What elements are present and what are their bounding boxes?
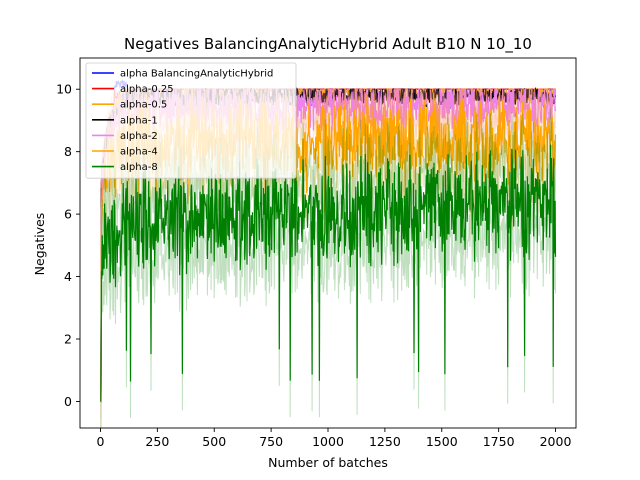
x-tick-label: 750 [259,434,283,449]
legend-label: alpha-0.5 [120,100,167,111]
legend-label: alpha-1 [120,115,158,126]
x-tick-label: 500 [202,434,226,449]
x-axis-title: Number of batches [268,455,388,470]
y-axis: 0 2 4 6 8 10 [56,82,80,409]
x-tick-label: 1500 [426,434,458,449]
y-tick-label: 0 [64,394,72,409]
y-tick-label: 6 [64,207,72,222]
x-tick-label: 1750 [483,434,515,449]
series-line-alpha-8 [100,144,557,403]
x-axis: 0 250 500 750 1000 1250 1500 1750 2000 [97,428,572,449]
x-tick-label: 0 [97,434,105,449]
y-tick-label: 8 [64,144,72,159]
legend-label: alpha-4 [120,147,158,158]
legend-box [85,62,297,179]
y-tick-label: 4 [64,269,72,284]
x-tick-label: 2000 [540,434,572,449]
x-tick-label: 1250 [369,434,401,449]
legend-label: alpha BalancingAnalyticHybrid [120,69,273,80]
legend-label: alpha-2 [120,131,158,142]
y-axis-title: Negatives [32,213,47,276]
legend-label: alpha-8 [120,162,158,173]
legend-label: alpha-0.25 [120,84,174,95]
y-tick-label: 2 [64,332,72,347]
x-tick-label: 1000 [312,434,344,449]
legend: alpha BalancingAnalyticHybrid alpha-0.25 a… [85,62,297,179]
x-tick-label: 250 [145,434,169,449]
y-tick-label: 10 [56,82,72,97]
chart-title: Negatives BalancingAnalyticHybrid Adult … [124,35,532,54]
